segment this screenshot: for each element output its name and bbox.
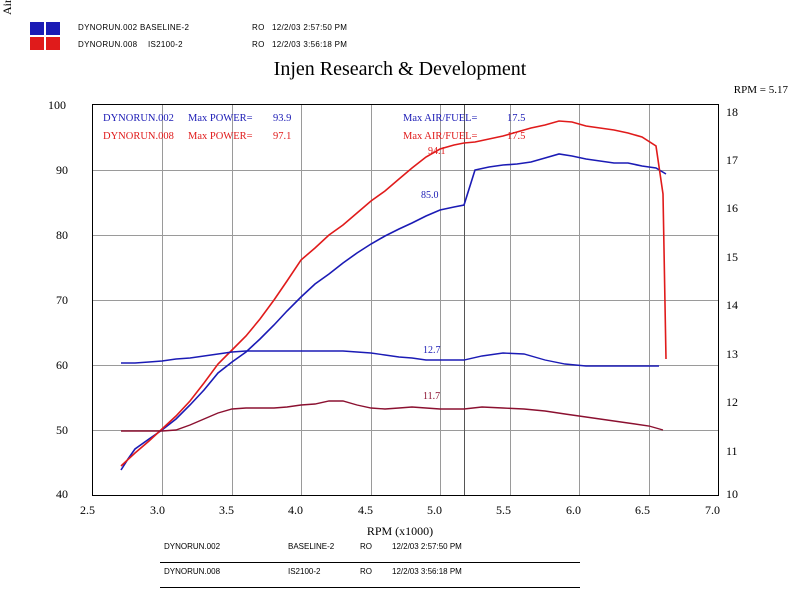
infobox-power-label-1: Max POWER=: [188, 113, 253, 124]
infobox-power-label-2: Max POWER=: [188, 131, 253, 142]
ytick-left-2: 60: [56, 358, 68, 372]
xtick-9: 7.0: [705, 503, 720, 517]
ytick-right-0: 10: [726, 487, 738, 501]
bottom-ro-value-1: 12/2/03 2:57:50 PM: [392, 542, 462, 551]
ytick-left-3: 70: [56, 293, 68, 307]
legend-swatch-block: [30, 22, 60, 52]
rpm-readout: RPM = 5.17: [733, 84, 788, 96]
bottom-name-2: IS2100-2: [288, 567, 321, 576]
ytick-right-8: 18: [726, 105, 738, 119]
ytick-left-1: 50: [56, 423, 68, 437]
gridline-h-80: [93, 235, 718, 236]
series-red-horsepower: [120, 120, 667, 467]
series-blue-horsepower: [120, 153, 667, 471]
ytick-left-6: 100: [48, 98, 66, 112]
infobox-af-1: 17.5: [507, 113, 526, 124]
legend-run-1: DYNORUN.002: [78, 23, 138, 32]
xtick-6: 5.5: [496, 503, 511, 517]
x-axis-label: RPM (x1000): [366, 524, 434, 538]
chart-curves: [120, 120, 667, 471]
legend-run-2: DYNORUN.008: [78, 40, 138, 49]
infobox-af-label-1: Max AIR/FUEL=: [403, 113, 478, 124]
xtick-2: 3.5: [219, 503, 234, 517]
infobox-af-2: 17.5: [507, 131, 526, 142]
bottom-name-1: BASELINE-2: [288, 542, 335, 551]
table-row: DYNORUN.008 IS2100-2 RO 12/2/03 3:56:18 …: [160, 563, 580, 588]
xtick-7: 6.0: [566, 503, 581, 517]
gridline-h-70: [93, 300, 718, 301]
xtick-3: 4.0: [288, 503, 303, 517]
gridline-h-50: [93, 430, 718, 431]
ytick-right-1: 11: [726, 444, 738, 458]
legend-name-1: BASELINE-2: [140, 23, 190, 32]
bottom-ro-value-2: 12/2/03 3:56:18 PM: [392, 567, 462, 576]
legend-swatch-blue-2: [46, 22, 60, 35]
legend-swatch-red-1: [30, 37, 44, 50]
bottom-run-1: DYNORUN.002: [164, 542, 221, 551]
infobox-power-1: 93.9: [273, 113, 292, 124]
y-axis-label-right: Air Fuel Ratio: [0, 0, 15, 15]
xtick-5: 5.0: [427, 503, 442, 517]
page-title: Injen Research & Development: [273, 58, 527, 80]
legend-name-2: IS2100-2: [148, 40, 183, 49]
legend-swatch-row-2: [30, 37, 60, 50]
legend-ro-label-2: RO: [252, 40, 265, 49]
bottom-ro-label-2: RO: [360, 567, 372, 576]
annotation-85.0: 85.0: [421, 190, 439, 201]
xtick-0: 2.5: [80, 503, 95, 517]
ytick-right-2: 12: [726, 395, 738, 409]
series-blue-afr: [121, 350, 659, 367]
bottom-run-table: DYNORUN.002 BASELINE-2 RO 12/2/03 2:57:5…: [160, 538, 580, 588]
annotation-94.1: 94.1: [428, 146, 446, 157]
infobox-run-1: DYNORUN.002: [103, 113, 174, 124]
ytick-right-3: 13: [726, 347, 738, 361]
ytick-left-4: 80: [56, 228, 68, 242]
ytick-right-7: 17: [726, 153, 738, 167]
infobox-run-2: DYNORUN.008: [103, 131, 174, 142]
cursor-line[interactable]: [464, 105, 465, 495]
infobox-power-2: 97.1: [273, 131, 292, 142]
ytick-right-5: 15: [726, 250, 738, 264]
ytick-right-6: 16: [726, 201, 738, 215]
legend-swatch-row-1: [30, 22, 60, 35]
gridline-h-60: [93, 365, 718, 366]
annotation-11.7: 11.7: [423, 391, 441, 402]
series-red-afr: [121, 400, 664, 432]
infobox-af-label-2: Max AIR/FUEL=: [403, 131, 478, 142]
xtick-4: 4.5: [358, 503, 373, 517]
legend-swatch-blue-1: [30, 22, 44, 35]
legend-ro-label-1: RO: [252, 23, 265, 32]
legend-ro-value-2: 12/2/03 3:56:18 PM: [272, 40, 348, 49]
xtick-1: 3.0: [150, 503, 165, 517]
bottom-ro-label-1: RO: [360, 542, 372, 551]
ytick-right-4: 14: [726, 298, 738, 312]
gridline-h-90: [93, 170, 718, 171]
plot-area[interactable]: 94.1 85.0 12.7 11.7 DYNORUN.002 Max POWE…: [92, 104, 719, 496]
legend-swatch-red-2: [46, 37, 60, 50]
xtick-8: 6.5: [635, 503, 650, 517]
legend-ro-value-1: 12/2/03 2:57:50 PM: [272, 23, 348, 32]
table-row: DYNORUN.002 BASELINE-2 RO 12/2/03 2:57:5…: [160, 538, 580, 563]
bottom-run-2: DYNORUN.008: [164, 567, 221, 576]
annotation-12.7: 12.7: [423, 345, 441, 356]
ytick-left-5: 90: [56, 163, 68, 177]
ytick-left-0: 40: [56, 487, 68, 501]
